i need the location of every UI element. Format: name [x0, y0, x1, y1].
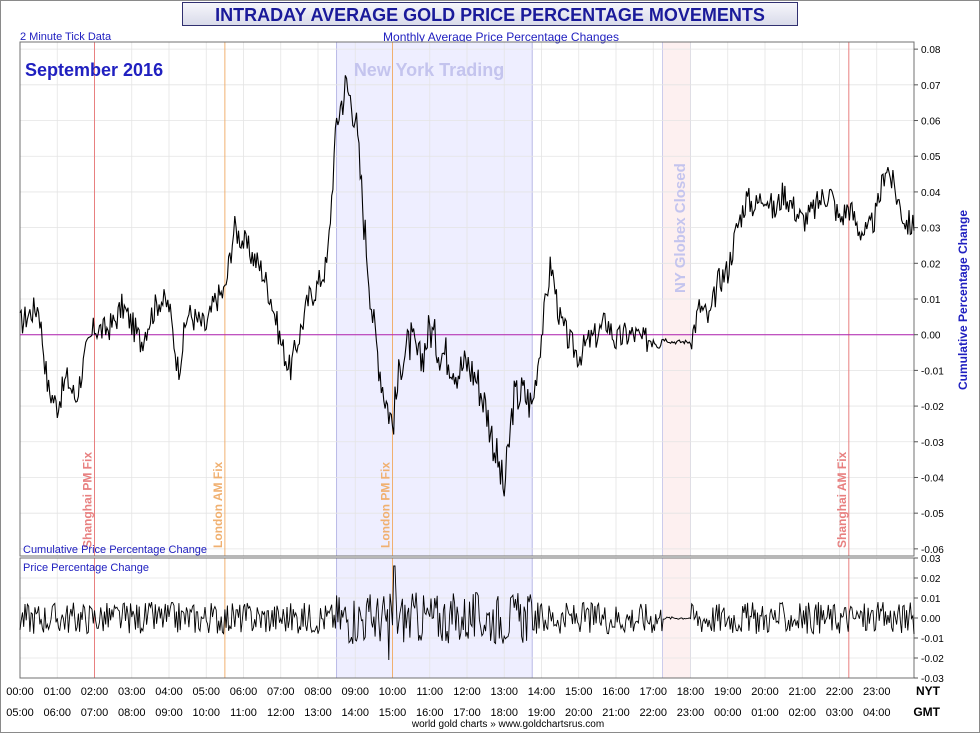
x-tick-label-nyt: 10:00	[379, 686, 407, 698]
x-tick-label-gmt: 18:00	[490, 707, 518, 719]
x-tick-label-gmt: 06:00	[43, 707, 71, 719]
x-tick-label-gmt: 21:00	[602, 707, 630, 719]
x-tick-label-nyt: 06:00	[230, 686, 258, 698]
chart-subtitle: Monthly Average Price Percentage Changes	[383, 30, 619, 44]
y-tick-label-main: 0.07	[921, 81, 941, 92]
fix-label: London AM Fix	[211, 461, 225, 548]
y-tick-label-main: -0.04	[921, 473, 944, 484]
x-tick-label-gmt: 20:00	[565, 707, 593, 719]
x-tick-label-nyt: 00:00	[6, 686, 34, 698]
x-tick-label-nyt: 07:00	[267, 686, 295, 698]
x-tick-label-nyt: 09:00	[341, 686, 369, 698]
x-tick-label-gmt: 05:00	[6, 707, 34, 719]
x-tick-label-gmt: 12:00	[267, 707, 295, 719]
chart-title: INTRADAY AVERAGE GOLD PRICE PERCENTAGE M…	[182, 2, 798, 26]
x-tick-label-gmt: 03:00	[826, 707, 854, 719]
globex-closed-label: NY Globex Closed	[672, 163, 689, 293]
x-tick-label-nyt: 23:00	[863, 686, 891, 698]
x-tick-label-nyt: 17:00	[639, 686, 667, 698]
right-axis-label: Cumulative Percentage Change	[956, 210, 970, 390]
x-tick-label-nyt: 03:00	[118, 686, 146, 698]
fix-label: Shanghai PM Fix	[81, 452, 95, 548]
x-tick-label-nyt: 15:00	[565, 686, 593, 698]
x-tick-label-nyt: 16:00	[602, 686, 630, 698]
x-tick-label-gmt: 14:00	[341, 707, 369, 719]
y-tick-label-lower: 0.01	[921, 594, 941, 605]
x-tick-label-gmt: 19:00	[528, 707, 556, 719]
tick-note: 2 Minute Tick Data	[20, 31, 112, 43]
fix-label: London PM Fix	[379, 462, 393, 548]
x-tick-label-nyt: 14:00	[528, 686, 556, 698]
x-tick-label-nyt: 08:00	[304, 686, 332, 698]
x-tick-label-gmt: 07:00	[81, 707, 109, 719]
y-tick-label-main: 0.04	[921, 188, 941, 199]
x-tick-label-nyt: 01:00	[43, 686, 71, 698]
y-tick-label-main: -0.01	[921, 366, 944, 377]
x-tick-label-gmt: 11:00	[230, 707, 257, 719]
y-tick-label-main: -0.03	[921, 438, 944, 449]
y-tick-label-main: 0.08	[921, 45, 941, 56]
y-tick-label-main: -0.02	[921, 402, 944, 413]
x-tick-label-gmt: 17:00	[453, 707, 481, 719]
x-tick-label-gmt: 13:00	[304, 707, 332, 719]
main-panel-label: Cumulative Price Percentage Change	[23, 544, 207, 556]
y-tick-label-main: -0.06	[921, 545, 944, 556]
y-tick-label-main: 0.05	[921, 152, 941, 163]
y-tick-label-lower: 0.02	[921, 574, 941, 585]
x-tick-label-gmt: 15:00	[379, 707, 407, 719]
x-tick-label-gmt: 01:00	[751, 707, 779, 719]
y-tick-label-lower: -0.02	[921, 654, 944, 665]
nyt-label: NYT	[916, 684, 941, 698]
x-tick-label-nyt: 22:00	[826, 686, 854, 698]
footer-credit: world gold charts » www.goldchartsrus.co…	[411, 719, 604, 730]
gmt-label: GMT	[913, 705, 940, 719]
x-tick-label-gmt: 02:00	[788, 707, 816, 719]
x-tick-label-gmt: 04:00	[863, 707, 891, 719]
x-tick-label-gmt: 22:00	[639, 707, 667, 719]
x-tick-label-nyt: 19:00	[714, 686, 742, 698]
x-tick-label-nyt: 20:00	[751, 686, 779, 698]
y-tick-label-lower: 0.00	[921, 614, 941, 625]
month-label: September 2016	[25, 60, 163, 80]
percentage-change-series-line	[19, 565, 915, 661]
x-tick-label-nyt: 11:00	[416, 686, 443, 698]
x-tick-label-nyt: 05:00	[192, 686, 220, 698]
x-tick-label-nyt: 12:00	[453, 686, 481, 698]
y-tick-label-main: 0.06	[921, 117, 941, 128]
y-tick-label-main: 0.02	[921, 259, 941, 270]
x-tick-label-gmt: 16:00	[416, 707, 444, 719]
x-tick-label-nyt: 02:00	[81, 686, 109, 698]
fix-label: Shanghai AM Fix	[835, 451, 849, 548]
y-tick-label-lower: -0.03	[921, 674, 944, 685]
ny-trading-label: New York Trading	[354, 60, 504, 80]
y-tick-label-lower: 0.03	[921, 554, 941, 565]
x-tick-label-nyt: 21:00	[788, 686, 816, 698]
x-tick-label-gmt: 09:00	[155, 707, 183, 719]
x-tick-label-gmt: 08:00	[118, 707, 146, 719]
x-tick-label-gmt: 00:00	[714, 707, 742, 719]
x-tick-label-gmt: 10:00	[192, 707, 220, 719]
y-tick-label-main: -0.05	[921, 509, 944, 520]
x-tick-label-nyt: 04:00	[155, 686, 183, 698]
y-tick-label-main: 0.03	[921, 224, 941, 235]
y-tick-label-main: 0.00	[921, 331, 941, 342]
y-tick-label-lower: -0.01	[921, 634, 944, 645]
lower-panel-label: Price Percentage Change	[23, 562, 149, 574]
y-tick-label-main: 0.01	[921, 295, 941, 306]
x-tick-label-nyt: 13:00	[490, 686, 518, 698]
x-tick-label-gmt: 23:00	[677, 707, 705, 719]
x-tick-label-nyt: 18:00	[677, 686, 705, 698]
cumulative-series-line	[19, 75, 915, 497]
